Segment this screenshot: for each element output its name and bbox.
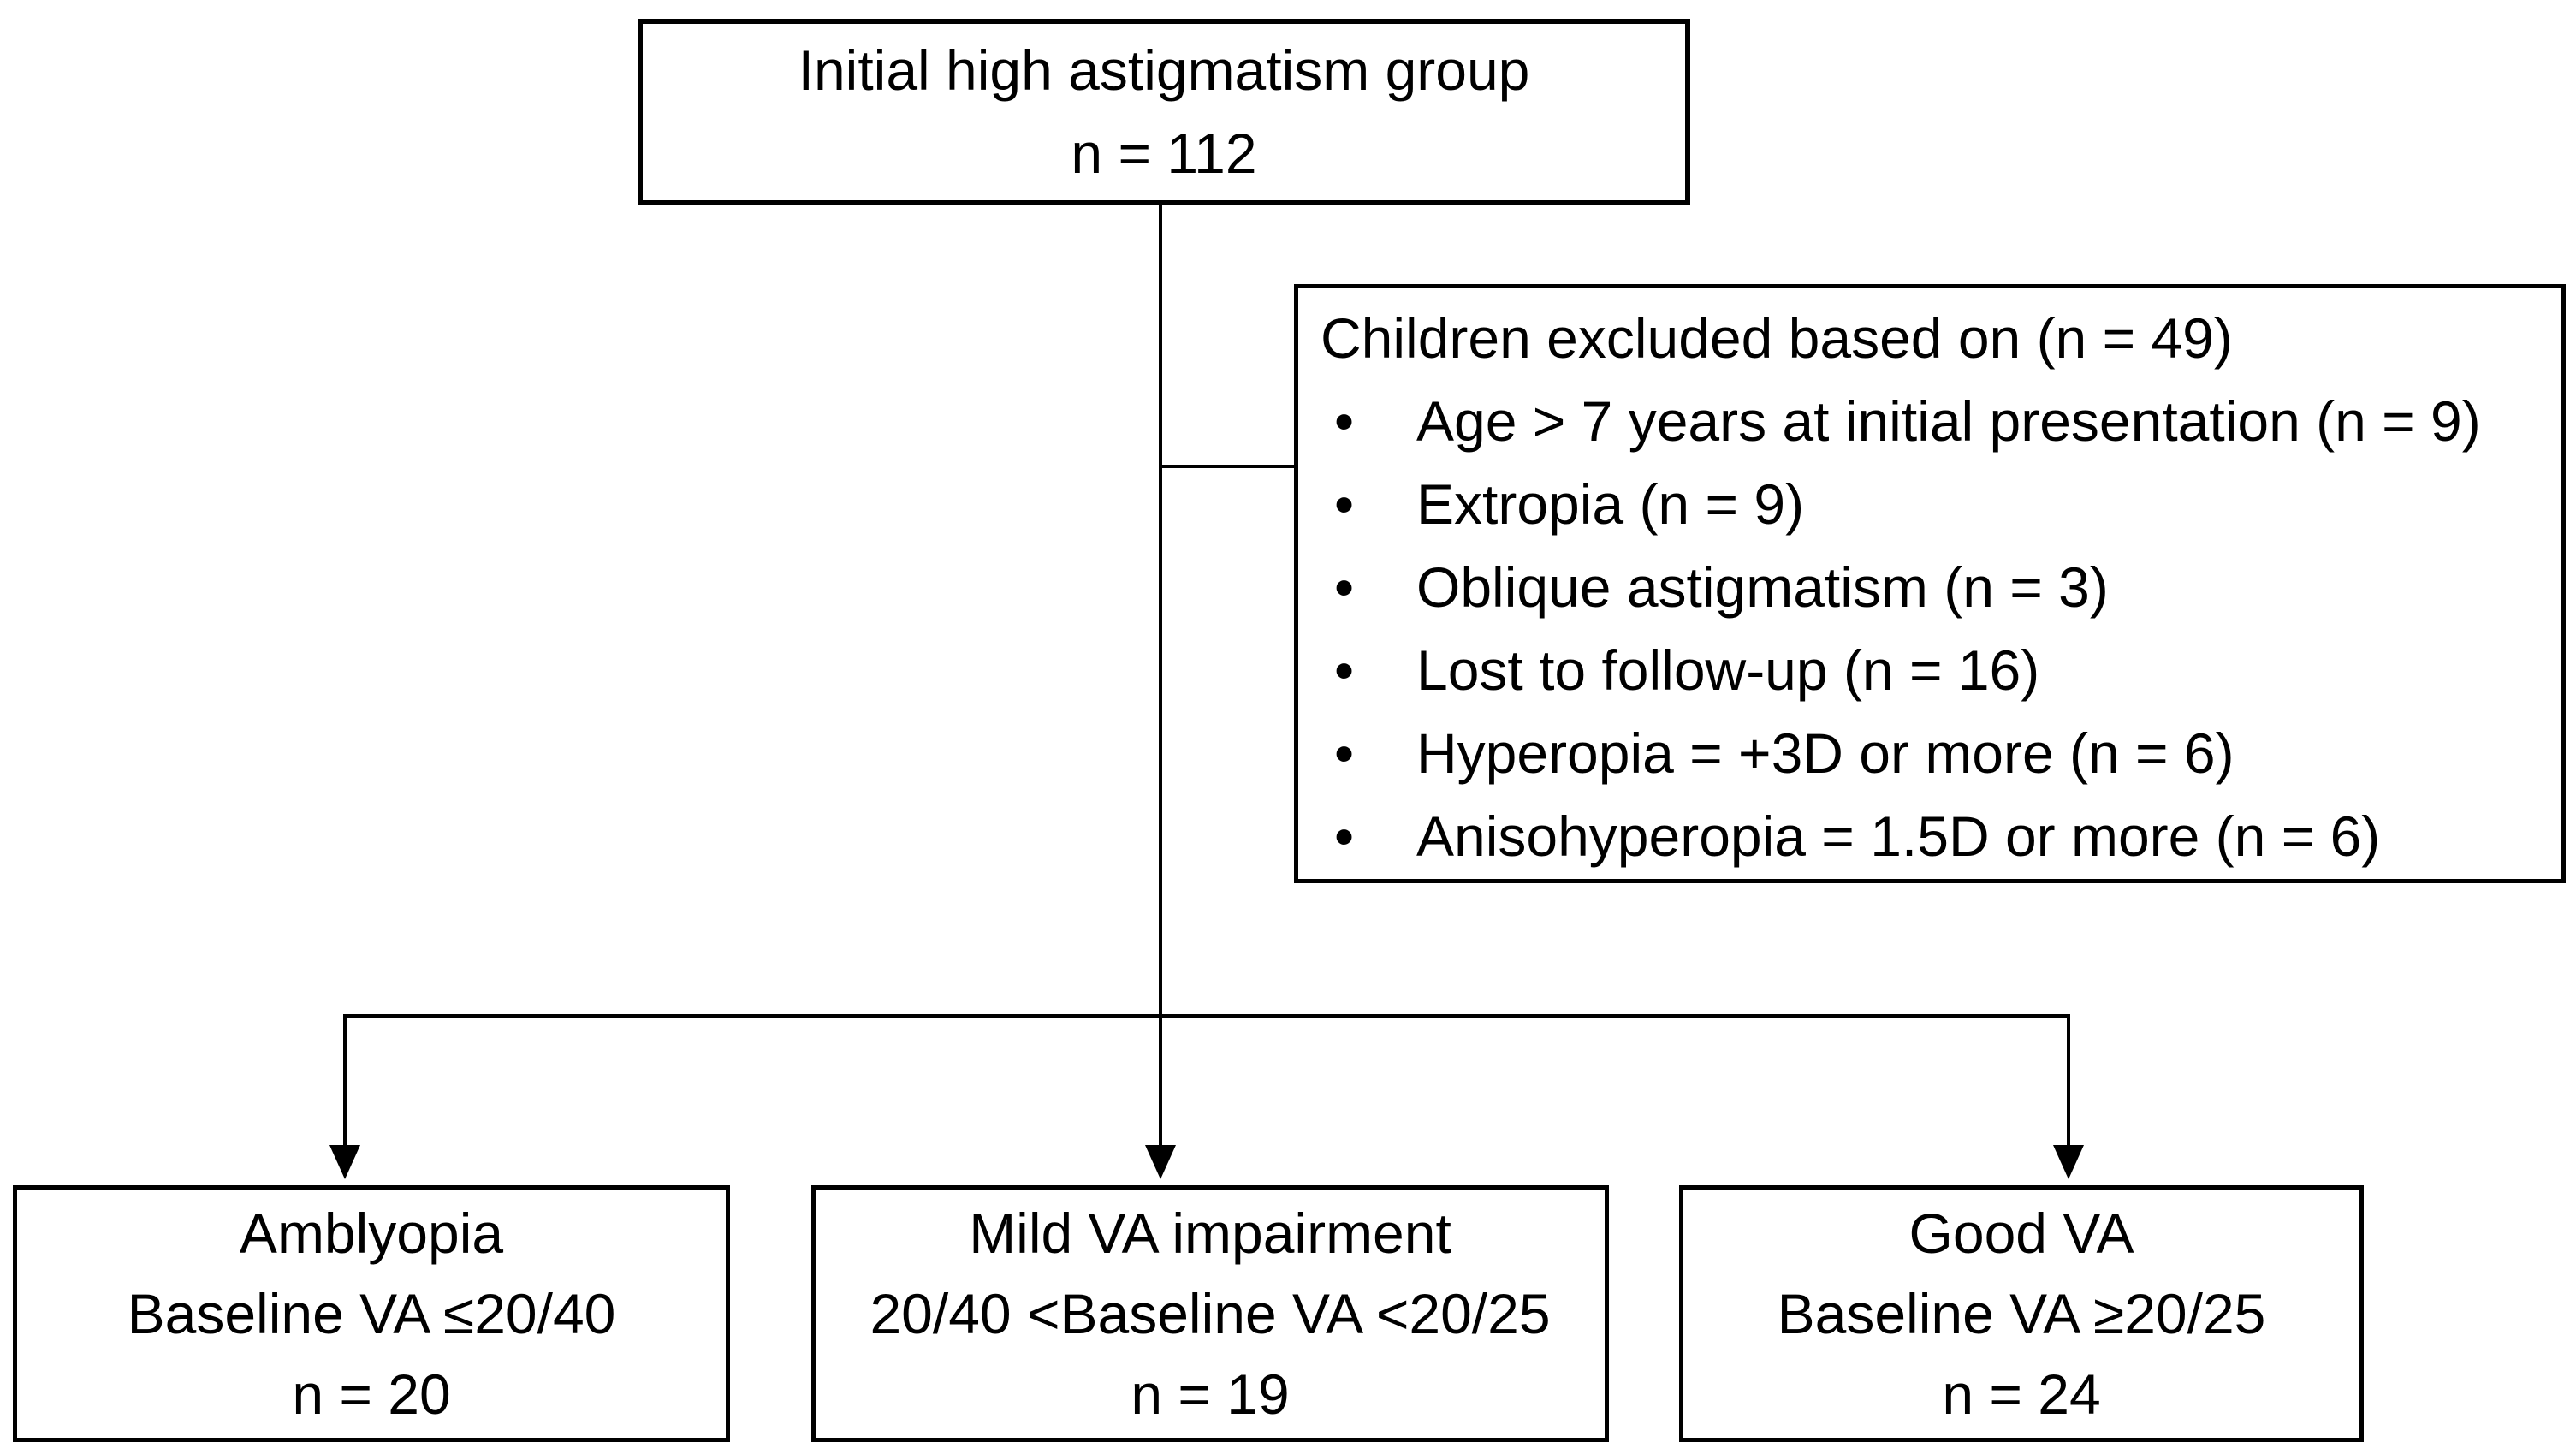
- arrow-shaft-right: [2067, 1014, 2070, 1147]
- arrow-shaft-left: [343, 1014, 347, 1147]
- outcome-label: Mild VA impairment: [969, 1202, 1451, 1265]
- exclusion-item-text: Age > 7 years at initial presentation (n…: [1416, 389, 2481, 453]
- bullet-icon: •: [1334, 472, 1355, 536]
- exclusion-item-row: • Lost to follow-up (n = 16): [1321, 629, 2544, 712]
- arrowhead-down-icon: [329, 1145, 360, 1179]
- outcome-box-amblyopia: Amblyopia Baseline VA ≤20/40 n = 20: [13, 1185, 730, 1442]
- outcome-criteria: 20/40 <Baseline VA <20/25: [870, 1282, 1551, 1345]
- outcome-count: n = 19: [1131, 1362, 1290, 1426]
- outcome-criteria: Baseline VA ≤20/40: [127, 1282, 616, 1345]
- bullet-icon: •: [1334, 638, 1355, 702]
- arrowhead-down-icon: [1145, 1145, 1176, 1179]
- exclusion-item-text: Lost to follow-up (n = 16): [1416, 638, 2040, 702]
- outcome-criteria: Baseline VA ≥20/25: [1777, 1282, 2266, 1345]
- exclusion-item-text: Oblique astigmatism (n = 3): [1416, 555, 2109, 619]
- bullet-icon: •: [1334, 555, 1355, 619]
- exclusion-item-text: Hyperopia = +3D or more (n = 6): [1416, 721, 2235, 785]
- outcome-label: Amblyopia: [239, 1202, 504, 1265]
- exclusion-item-row: • Oblique astigmatism (n = 3): [1321, 546, 2544, 629]
- exclusion-item-row: • Hyperopia = +3D or more (n = 6): [1321, 712, 2544, 795]
- exclusion-item-row: • Age > 7 years at initial presentation …: [1321, 380, 2544, 463]
- arrow-shaft-center: [1159, 1014, 1162, 1147]
- outcome-count: n = 24: [1942, 1362, 2101, 1426]
- outcome-box-good-va: Good VA Baseline VA ≥20/25 n = 24: [1679, 1185, 2364, 1442]
- connector-main-vertical-line: [1159, 205, 1162, 1016]
- exclusion-item-text: Anisohyperopia = 1.5D or more (n = 6): [1416, 804, 2381, 868]
- outcome-count: n = 20: [292, 1362, 451, 1426]
- bullet-icon: •: [1334, 804, 1355, 868]
- exclusion-title: Children excluded based on (n = 49): [1321, 306, 2233, 370]
- initial-group-count: n = 112: [1071, 122, 1257, 185]
- connector-distribution-bar: [343, 1014, 2070, 1018]
- exclusion-box: Children excluded based on (n = 49) • Ag…: [1294, 284, 2566, 883]
- exclusion-item-row: • Extropia (n = 9): [1321, 463, 2544, 546]
- connector-exclusion-branch-line: [1160, 465, 1294, 468]
- initial-group-box: Initial high astigmatism group n = 112: [638, 19, 1690, 205]
- outcome-label: Good VA: [1908, 1202, 2134, 1265]
- initial-group-label: Initial high astigmatism group: [798, 39, 1530, 102]
- bullet-icon: •: [1334, 389, 1355, 453]
- bullet-icon: •: [1334, 721, 1355, 785]
- arrowhead-down-icon: [2053, 1145, 2084, 1179]
- exclusion-item-row: • Anisohyperopia = 1.5D or more (n = 6): [1321, 795, 2544, 878]
- outcome-box-mild-va-impairment: Mild VA impairment 20/40 <Baseline VA <2…: [811, 1185, 1609, 1442]
- exclusion-item-text: Extropia (n = 9): [1416, 472, 1805, 536]
